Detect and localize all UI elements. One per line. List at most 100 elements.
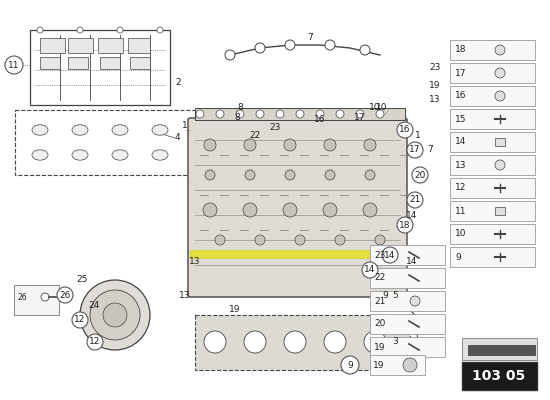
- Text: 14: 14: [364, 266, 376, 274]
- Circle shape: [410, 296, 420, 306]
- Text: 19: 19: [429, 80, 441, 90]
- Bar: [495, 207, 505, 215]
- Bar: [128, 38, 150, 53]
- Circle shape: [90, 290, 140, 340]
- Text: 20: 20: [374, 320, 386, 328]
- Bar: [495, 138, 505, 146]
- Text: 14: 14: [406, 210, 417, 220]
- Ellipse shape: [152, 150, 168, 160]
- Text: 8: 8: [237, 104, 243, 112]
- Text: 7: 7: [307, 34, 313, 42]
- Text: 13: 13: [179, 290, 191, 300]
- Circle shape: [376, 110, 384, 118]
- Circle shape: [325, 170, 335, 180]
- Text: 3: 3: [252, 119, 368, 281]
- Circle shape: [255, 43, 265, 53]
- Bar: [370, 337, 445, 357]
- Text: 14: 14: [384, 250, 395, 260]
- Bar: [190, 250, 405, 258]
- FancyBboxPatch shape: [188, 118, 407, 297]
- Circle shape: [87, 334, 103, 350]
- Circle shape: [80, 280, 150, 350]
- Text: 24: 24: [89, 302, 100, 310]
- Circle shape: [285, 40, 295, 50]
- Circle shape: [77, 27, 83, 33]
- Polygon shape: [468, 345, 535, 355]
- Circle shape: [256, 110, 264, 118]
- Bar: [195, 315, 410, 370]
- Circle shape: [362, 262, 378, 278]
- Circle shape: [407, 142, 423, 158]
- Text: 14: 14: [406, 258, 417, 266]
- Circle shape: [117, 27, 123, 33]
- Text: 12: 12: [455, 184, 466, 192]
- Text: 9: 9: [347, 360, 353, 370]
- Text: 14: 14: [455, 138, 466, 146]
- Bar: [100, 57, 120, 69]
- Circle shape: [41, 293, 49, 301]
- Text: 11: 11: [455, 206, 466, 216]
- Circle shape: [323, 203, 337, 217]
- Bar: [450, 63, 535, 83]
- Circle shape: [403, 358, 417, 372]
- Circle shape: [285, 170, 295, 180]
- Circle shape: [397, 122, 413, 138]
- Text: 9: 9: [382, 290, 388, 300]
- Circle shape: [364, 139, 376, 151]
- Bar: [450, 40, 535, 60]
- Bar: [450, 224, 535, 244]
- Text: 1: 1: [182, 120, 188, 130]
- Circle shape: [103, 303, 127, 327]
- Circle shape: [203, 203, 217, 217]
- Ellipse shape: [324, 331, 346, 353]
- Bar: [98, 38, 123, 53]
- Text: a passion for 385: a passion for 385: [226, 234, 334, 246]
- Bar: [450, 178, 535, 198]
- Text: 26: 26: [17, 292, 26, 302]
- Text: 11: 11: [8, 60, 20, 70]
- Bar: [450, 155, 535, 175]
- Text: 18: 18: [455, 46, 466, 54]
- Text: 12: 12: [74, 316, 86, 324]
- Text: 16: 16: [455, 92, 466, 100]
- Circle shape: [382, 247, 398, 263]
- Bar: [130, 57, 150, 69]
- Circle shape: [276, 110, 284, 118]
- Circle shape: [216, 110, 224, 118]
- Circle shape: [37, 27, 43, 33]
- Circle shape: [365, 170, 375, 180]
- Circle shape: [397, 217, 413, 233]
- Text: 17: 17: [354, 114, 366, 122]
- Text: 103 05: 103 05: [472, 369, 526, 383]
- Circle shape: [375, 235, 385, 245]
- Circle shape: [296, 110, 304, 118]
- Ellipse shape: [204, 331, 226, 353]
- Text: 19: 19: [229, 306, 241, 314]
- Circle shape: [341, 356, 359, 374]
- Ellipse shape: [152, 125, 168, 135]
- Bar: [370, 291, 445, 311]
- Bar: [40, 38, 65, 53]
- Text: 9: 9: [455, 252, 461, 262]
- Ellipse shape: [244, 331, 266, 353]
- Circle shape: [255, 235, 265, 245]
- Circle shape: [360, 45, 370, 55]
- Circle shape: [72, 312, 88, 328]
- Circle shape: [495, 68, 505, 78]
- Text: 19: 19: [373, 360, 384, 370]
- Circle shape: [407, 192, 423, 208]
- Text: 19: 19: [374, 342, 386, 352]
- Ellipse shape: [32, 125, 48, 135]
- Text: 7: 7: [427, 146, 433, 154]
- Text: 13: 13: [429, 96, 441, 104]
- Circle shape: [205, 170, 215, 180]
- Text: 25: 25: [76, 276, 87, 284]
- Circle shape: [495, 45, 505, 55]
- Bar: [68, 38, 93, 53]
- Ellipse shape: [72, 125, 88, 135]
- Circle shape: [324, 139, 336, 151]
- Ellipse shape: [112, 150, 128, 160]
- Circle shape: [316, 110, 324, 118]
- Circle shape: [243, 203, 257, 217]
- Text: 21: 21: [409, 196, 421, 204]
